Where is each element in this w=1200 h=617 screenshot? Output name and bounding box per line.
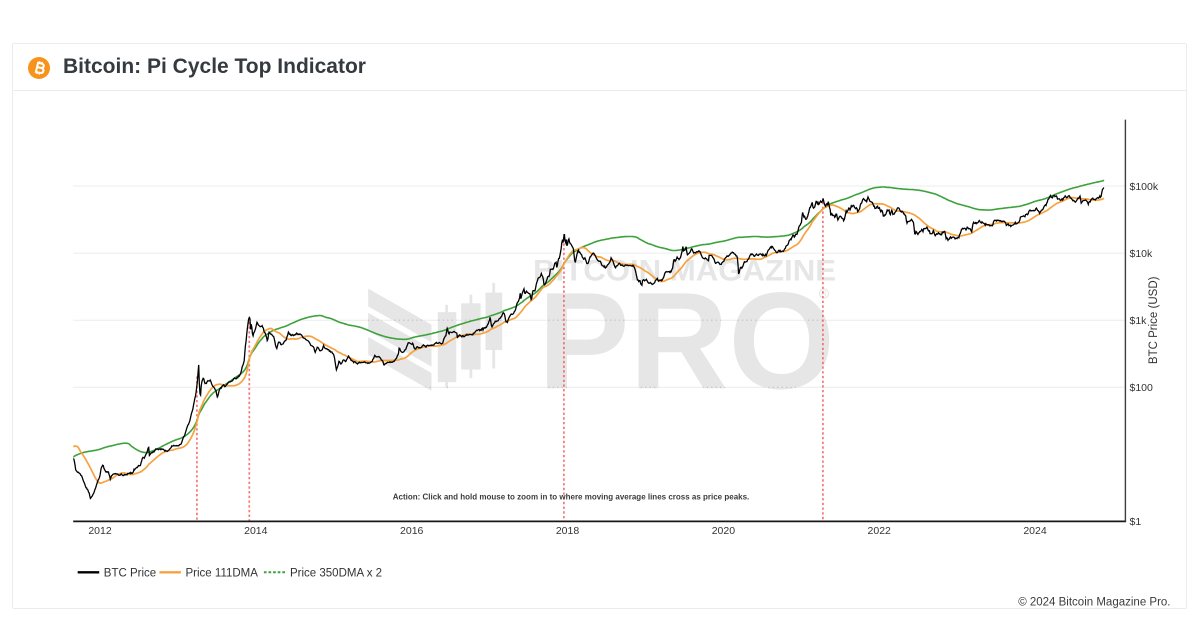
- svg-text:2014: 2014: [244, 525, 268, 537]
- svg-text:Price 350DMA x 2: Price 350DMA x 2: [290, 567, 382, 579]
- svg-text:2022: 2022: [868, 525, 892, 537]
- svg-text:$10k: $10k: [1130, 248, 1154, 260]
- svg-text:PRO: PRO: [538, 264, 835, 418]
- svg-text:$1: $1: [1130, 516, 1142, 528]
- svg-text:Action: Click and hold mouse t: Action: Click and hold mouse to zoom in …: [393, 493, 750, 502]
- svg-text:2024: 2024: [1023, 525, 1047, 537]
- svg-text:$100k: $100k: [1130, 181, 1159, 193]
- svg-text:© 2024 Bitcoin Magazine Pro.: © 2024 Bitcoin Magazine Pro.: [1018, 597, 1170, 609]
- svg-text:$100: $100: [1130, 382, 1154, 394]
- svg-text:2020: 2020: [712, 525, 736, 537]
- svg-text:2018: 2018: [556, 525, 580, 537]
- svg-text:BTC Price (USD): BTC Price (USD): [1148, 276, 1160, 364]
- svg-text:R: R: [821, 290, 827, 299]
- svg-text:2012: 2012: [88, 525, 112, 537]
- svg-text:2016: 2016: [400, 525, 424, 537]
- svg-text:$1k: $1k: [1130, 315, 1148, 327]
- svg-text:Price 111DMA: Price 111DMA: [186, 567, 259, 579]
- svg-text:BTC Price: BTC Price: [104, 567, 156, 579]
